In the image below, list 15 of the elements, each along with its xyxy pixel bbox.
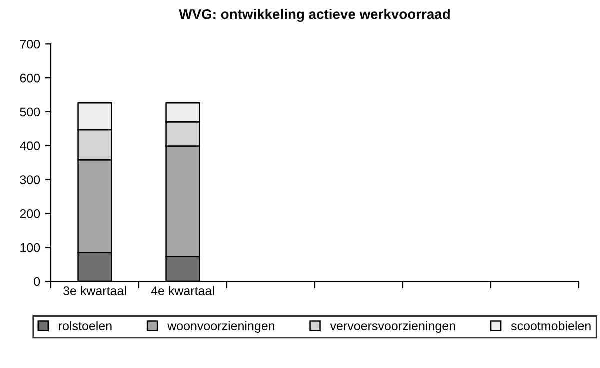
y-tick-label: 200 xyxy=(20,210,40,218)
chart-title: WVG: ontwikkeling actieve werkvoorraad xyxy=(179,9,450,22)
legend-label: vervoersvoorzieningen xyxy=(330,321,456,333)
legend-label: woonvoorzieningen xyxy=(168,321,274,333)
y-tick-label: 500 xyxy=(20,108,40,117)
y-tick-label: 100 xyxy=(20,243,40,252)
y-tick-label: 300 xyxy=(20,176,40,184)
y-tick-label: 600 xyxy=(20,74,40,83)
y-tick-label: 700 xyxy=(20,40,40,49)
y-tick-label: 400 xyxy=(20,142,40,151)
legend-label: rolstoelen xyxy=(59,321,112,330)
y-tick-label: 0 xyxy=(34,277,40,286)
x-tick-label: 3e kwartaal xyxy=(64,286,126,296)
legend-label: scootmobielen xyxy=(511,321,591,330)
x-tick-label: 4e kwartaal xyxy=(151,286,214,296)
